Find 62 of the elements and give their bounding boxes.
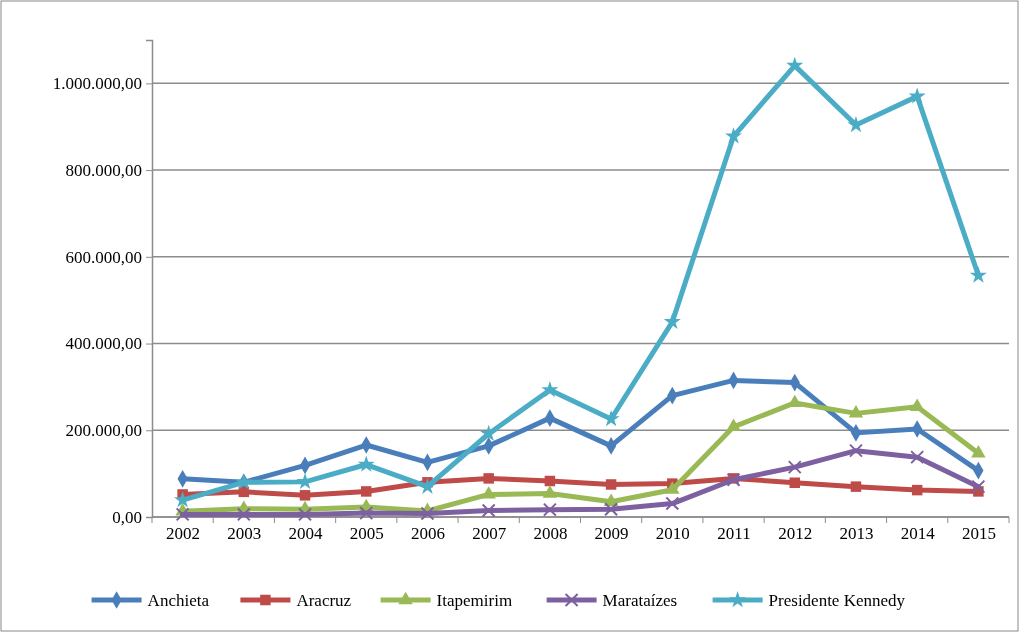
y-tick-label: 400.000,00 [65, 334, 142, 354]
point [175, 507, 190, 522]
point [910, 450, 925, 465]
x-tick-label: 2009 [594, 524, 629, 544]
x-tick-label: 2011 [717, 524, 751, 544]
y-tick-label: 800.000,00 [65, 161, 142, 181]
point [911, 484, 923, 496]
point [541, 380, 559, 398]
point [604, 502, 619, 517]
point [789, 477, 800, 488]
x-tick-label: 2004 [288, 524, 324, 544]
y-tick-label: 600.000,00 [65, 247, 142, 267]
legend-label: Aracruz [296, 590, 352, 610]
point [361, 486, 372, 497]
x-tick-label: 2007 [472, 524, 507, 544]
point [299, 490, 311, 501]
x-tick-label: 2015 [961, 524, 996, 544]
x-tick-label: 2008 [533, 524, 568, 544]
point [236, 507, 251, 522]
x-tick-label: 2003 [227, 524, 262, 544]
point [786, 56, 804, 73]
point [665, 496, 680, 511]
point [969, 266, 987, 283]
point [908, 87, 926, 104]
point [542, 502, 557, 517]
point [848, 405, 864, 418]
x-tick-label: 2012 [778, 524, 813, 544]
legend-label: Presidente Kennedy [768, 590, 906, 610]
point [298, 507, 313, 522]
point [481, 503, 496, 518]
point [359, 506, 374, 521]
legend-label: Marataízes [602, 590, 678, 610]
x-tick-label: 2013 [839, 524, 874, 544]
point [483, 473, 494, 484]
legend-label: Anchieta [147, 590, 210, 610]
point [971, 479, 986, 494]
point [726, 418, 741, 431]
point [542, 485, 558, 498]
y-tick-label: 200.000,00 [65, 421, 142, 441]
x-tick-label: 2014 [900, 524, 936, 544]
x-tick-label: 2010 [655, 524, 690, 544]
point [909, 398, 925, 412]
point [971, 444, 986, 458]
legend-label: Itapemirim [436, 590, 513, 610]
point [480, 424, 498, 441]
point [420, 506, 435, 521]
point [725, 127, 743, 144]
point [235, 473, 253, 490]
y-tick-label: 0,00 [112, 507, 142, 527]
point [544, 475, 556, 487]
point [357, 455, 375, 472]
y-tick-label: 1.000.000,00 [52, 74, 142, 94]
point [850, 481, 862, 492]
point [481, 486, 496, 499]
point [787, 460, 802, 475]
x-tick-label: 2005 [349, 524, 384, 544]
point [665, 481, 680, 494]
point [848, 443, 863, 458]
point [605, 479, 617, 490]
x-tick-label: 2006 [410, 524, 445, 544]
point [663, 312, 681, 330]
x-tick-label: 2002 [166, 524, 201, 544]
